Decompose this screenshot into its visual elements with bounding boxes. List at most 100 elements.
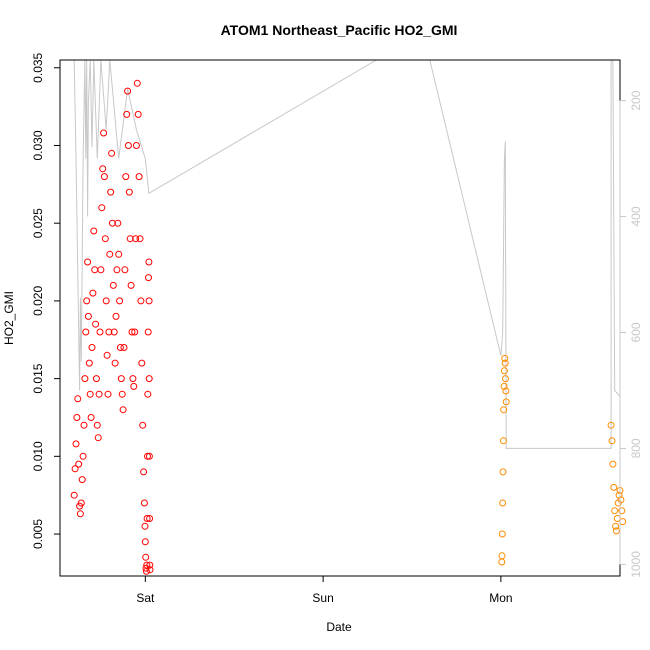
data-point bbox=[617, 496, 625, 504]
data-point bbox=[501, 354, 509, 362]
data-point bbox=[499, 468, 507, 476]
data-point bbox=[145, 375, 153, 383]
data-point bbox=[87, 414, 95, 421]
data-point bbox=[140, 499, 148, 507]
data-point bbox=[130, 382, 138, 390]
data-point bbox=[79, 452, 87, 460]
y-tick-label: 0.030 bbox=[31, 130, 45, 160]
data-point bbox=[134, 110, 142, 118]
data-point bbox=[121, 266, 129, 274]
data-point bbox=[103, 351, 111, 359]
data-point bbox=[74, 395, 82, 403]
data-point bbox=[84, 258, 92, 266]
data-point bbox=[612, 522, 620, 530]
data-point bbox=[81, 375, 89, 383]
data-point bbox=[144, 390, 152, 398]
data-point bbox=[116, 297, 124, 305]
data-point bbox=[145, 258, 153, 266]
data-point bbox=[106, 250, 114, 258]
series-1 bbox=[70, 79, 154, 575]
data-point bbox=[131, 328, 139, 336]
data-point bbox=[132, 235, 140, 243]
data-point bbox=[110, 328, 118, 336]
data-point bbox=[89, 289, 97, 297]
data-point bbox=[500, 382, 508, 390]
data-point bbox=[118, 390, 126, 398]
data-point bbox=[117, 375, 125, 383]
data-point bbox=[132, 142, 140, 149]
pressure-trace-line bbox=[73, 60, 620, 449]
data-point bbox=[93, 421, 101, 429]
data-point bbox=[126, 235, 134, 243]
data-point bbox=[145, 297, 153, 305]
data-point bbox=[499, 437, 507, 445]
data-point bbox=[502, 398, 510, 406]
x-axis: SatSunMonTue bbox=[136, 576, 513, 605]
data-point bbox=[90, 227, 98, 235]
data-point bbox=[611, 507, 619, 515]
secondary-tick-label: 1000 bbox=[629, 551, 643, 578]
data-point bbox=[75, 460, 83, 468]
data-point bbox=[99, 165, 107, 173]
chart-title: ATOM1 Northeast_Pacific HO2_GMI bbox=[221, 22, 458, 38]
y-tick-label: 0.010 bbox=[31, 441, 45, 471]
data-point bbox=[502, 375, 509, 383]
data-point bbox=[108, 219, 116, 227]
data-point bbox=[119, 406, 127, 414]
data-point bbox=[124, 142, 132, 149]
y-axis: 0.005 0.010 0.015 0.020 0.025 0.030 0.035 bbox=[31, 52, 60, 549]
data-point bbox=[137, 297, 145, 305]
data-point bbox=[128, 328, 136, 336]
data-point bbox=[608, 437, 616, 445]
secondary-tick-label: 200 bbox=[629, 90, 643, 110]
data-point bbox=[612, 527, 620, 535]
secondary-tick-label: 800 bbox=[629, 438, 643, 458]
data-point bbox=[145, 452, 153, 460]
y-tick-label: 0.015 bbox=[31, 363, 45, 393]
data-point bbox=[111, 359, 119, 367]
data-point bbox=[144, 452, 151, 460]
data-point bbox=[146, 561, 154, 569]
pressure-trace-layer bbox=[73, 60, 620, 449]
x-tick-label: Mon bbox=[489, 591, 512, 605]
data-point bbox=[609, 460, 617, 468]
data-point bbox=[135, 173, 143, 181]
data-point bbox=[112, 312, 120, 320]
data-point bbox=[141, 522, 149, 530]
data-point bbox=[125, 188, 133, 196]
data-point bbox=[143, 561, 151, 569]
data-point bbox=[105, 328, 113, 336]
data-point bbox=[127, 281, 135, 289]
data-point bbox=[122, 173, 130, 181]
data-point bbox=[71, 465, 79, 473]
data-point bbox=[499, 499, 507, 507]
data-point bbox=[498, 530, 506, 538]
data-point bbox=[115, 250, 123, 258]
data-point bbox=[140, 468, 148, 476]
data-point bbox=[143, 515, 151, 522]
data-point bbox=[97, 266, 105, 274]
data-point bbox=[85, 359, 93, 367]
data-point bbox=[500, 406, 508, 414]
data-point bbox=[96, 328, 104, 336]
data-point bbox=[141, 538, 149, 546]
data-point bbox=[70, 491, 78, 499]
data-point bbox=[146, 515, 154, 522]
data-point bbox=[133, 79, 141, 87]
data-point bbox=[123, 110, 131, 118]
secondary-y-axis: 200 400 600 800 1000 bbox=[619, 90, 643, 578]
data-point bbox=[86, 390, 94, 398]
data-point bbox=[500, 367, 508, 375]
data-point bbox=[610, 483, 618, 491]
data-point bbox=[108, 149, 116, 157]
data-point bbox=[101, 235, 109, 243]
data-point bbox=[83, 297, 91, 305]
x-tick-label: Sat bbox=[136, 591, 155, 605]
data-point bbox=[100, 173, 108, 181]
data-point bbox=[142, 553, 150, 561]
data-point bbox=[92, 375, 100, 383]
data-point bbox=[502, 387, 510, 395]
data-point bbox=[72, 440, 80, 448]
data-point bbox=[501, 359, 509, 367]
data-point bbox=[88, 344, 96, 351]
